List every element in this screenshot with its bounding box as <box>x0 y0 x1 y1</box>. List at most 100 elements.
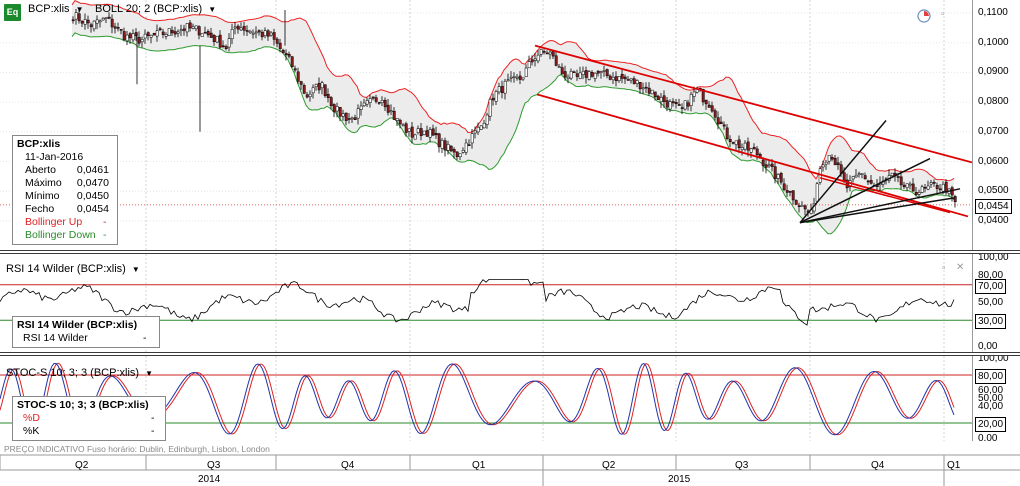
indicator-selector[interactable]: BOLL 20; 2 (BCP:xlis) ▼ <box>95 3 216 15</box>
candle-body <box>164 34 168 37</box>
stoch-panel[interactable]: 100,00 60,00 50,00 40,00 0,00 80,00 20,00 STOC… <box>0 356 1020 441</box>
rsi-chart[interactable] <box>0 254 972 352</box>
candle-body <box>692 91 696 97</box>
candle-body <box>122 31 126 40</box>
info-row: Fecho 0,0454 <box>17 203 113 216</box>
candle-body <box>293 68 297 71</box>
candle-body <box>920 186 924 193</box>
candle-body <box>389 110 393 113</box>
rsi-row-value: - <box>143 332 147 344</box>
quarter-label: Q4 <box>341 460 355 471</box>
candle-body <box>674 102 678 104</box>
rsi-selector[interactable]: RSI 14 Wilder (BCP:xlis) ▼ <box>6 263 140 275</box>
candle-body <box>842 172 846 181</box>
candle-body <box>554 55 558 66</box>
candle-body <box>182 28 186 31</box>
candle-body <box>890 172 894 176</box>
candle-body <box>746 141 750 151</box>
candle-body <box>515 76 519 79</box>
candle-body <box>365 100 369 105</box>
price-axis[interactable]: 0,1100 0,1000 0,0900 0,0800 0,0700 0,0600 0,05… <box>972 0 1020 250</box>
candle-body <box>113 26 117 29</box>
price-chart[interactable] <box>0 0 972 250</box>
candle-body <box>680 107 684 109</box>
equity-icon[interactable]: Eq <box>4 4 21 21</box>
candle-body <box>185 23 189 33</box>
candle-body <box>560 67 564 74</box>
candle-body <box>146 32 150 36</box>
candle-body <box>188 22 192 29</box>
info-row-label: Fecho <box>25 203 55 215</box>
price-panel[interactable]: 0,1100 0,1000 0,0900 0,0800 0,0700 0,0600 0,05… <box>0 0 1020 250</box>
candle-body <box>197 26 201 36</box>
candle-body <box>143 33 147 39</box>
candle-body <box>584 70 588 78</box>
candle-body <box>506 79 510 81</box>
rsi-line <box>0 278 955 326</box>
candle-body <box>341 113 345 117</box>
candle-body <box>602 70 606 72</box>
candle-body <box>641 87 645 90</box>
candle-body <box>440 140 444 149</box>
candle-body <box>524 67 528 77</box>
price-tick: 0,0800 <box>978 96 1009 108</box>
symbol-selector[interactable]: BCP:xlis ▼ <box>28 3 84 15</box>
candle-body <box>734 140 738 145</box>
candle-body <box>800 205 804 207</box>
candle-body <box>710 105 714 112</box>
candle-body <box>671 101 675 104</box>
maximize-icon[interactable]: ▫ <box>942 263 946 274</box>
candle-body <box>722 124 726 127</box>
candle-body <box>896 176 900 178</box>
candle-body <box>314 84 318 87</box>
candle-body <box>773 166 777 180</box>
clock-icon[interactable] <box>917 9 931 23</box>
panel-separator[interactable] <box>0 250 1020 254</box>
candle-body <box>713 110 717 118</box>
price-tick: 0,1000 <box>978 36 1009 48</box>
price-tick: 0,0500 <box>978 185 1009 197</box>
candle-body <box>221 45 225 47</box>
stoch-k-value: - <box>151 425 155 437</box>
candle-body <box>209 32 213 38</box>
candle-body <box>653 91 657 98</box>
panel-separator[interactable] <box>0 352 1020 356</box>
candle-body <box>755 148 759 156</box>
close-icon[interactable]: ✕ <box>956 262 965 273</box>
time-axis[interactable]: PREÇO INDICATIVO Fuso horário: Dublin, E… <box>0 441 1020 486</box>
candle-body <box>338 107 342 117</box>
candle-body <box>719 121 723 125</box>
bollinger-band-fill <box>72 0 954 234</box>
maximize-icon[interactable]: ▫ <box>941 9 945 20</box>
candle-body <box>638 82 642 90</box>
candle-body <box>533 58 537 61</box>
rsi-row-label: RSI 14 Wilder <box>23 332 88 344</box>
stoch-selector[interactable]: STOC-S 10; 3; 3 (BCP:xlis) ▼ <box>6 367 153 379</box>
stoch-axis[interactable]: 100,00 60,00 50,00 40,00 0,00 80,00 20,00 <box>972 356 1020 441</box>
candle-body <box>611 77 615 81</box>
candle-body <box>296 71 300 82</box>
rsi-tick: 80,00 <box>978 269 1004 281</box>
candle-body <box>593 72 597 79</box>
candle-body <box>239 27 243 31</box>
candle-body <box>257 30 261 33</box>
info-row: Mínimo 0,0450 <box>17 190 113 203</box>
candle-body <box>308 93 312 97</box>
candle-body <box>227 38 231 48</box>
quarter-label: Q2 <box>75 460 89 471</box>
rsi-tick: 100,00 <box>978 254 1009 263</box>
candle-body <box>665 100 669 108</box>
candle-body <box>128 33 132 39</box>
candle-body <box>473 130 477 134</box>
candle-body <box>791 190 795 201</box>
candle-body <box>203 32 207 34</box>
candle-body <box>797 205 801 207</box>
stoch-tick: 40,00 <box>978 401 1004 412</box>
candle-body <box>434 132 438 136</box>
candle-body <box>629 78 633 81</box>
candle-body <box>923 187 927 189</box>
candle-body <box>716 117 720 125</box>
candle-body <box>140 39 144 43</box>
